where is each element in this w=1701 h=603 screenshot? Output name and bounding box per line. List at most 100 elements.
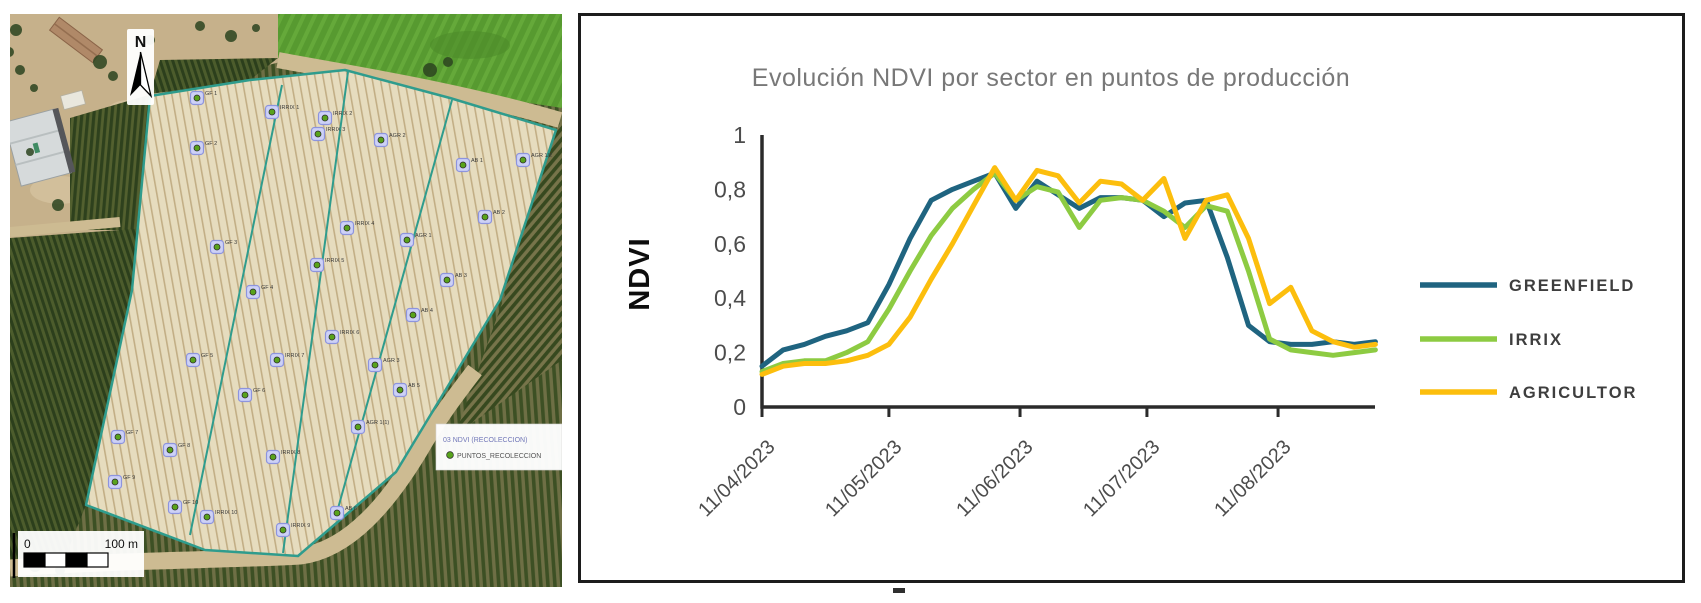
map-marker-label: AB 3: [455, 273, 467, 279]
map-marker: GF 6: [237, 387, 265, 403]
map-marker: GF 4: [245, 284, 273, 300]
building-white-shed: [3, 107, 76, 187]
y-tick-label: 1: [733, 122, 746, 148]
orchard-lower-left: [10, 228, 146, 560]
map-marker: IRRIX 3: [310, 126, 345, 142]
map-marker-label: AB 4: [421, 308, 433, 314]
map-marker-label: IRRIX 9: [291, 523, 310, 529]
map-marker-label: IRRIX 10: [215, 510, 237, 516]
map-marker-label: IRRIX 8: [281, 450, 300, 456]
y-tick-label: 0,2: [714, 340, 746, 366]
collection-points-layer: GF 1 GF 2 GF 3 GF 4 GF 5 GF 6 GF 7 GF 8 GF 9 GF 1…: [107, 90, 552, 538]
y-tick-label: 0,6: [714, 231, 746, 257]
map-marker: IRRIX 7: [269, 352, 304, 368]
x-tick-label: 11/05/2023: [821, 436, 906, 521]
map-marker-label: IRRIX 7: [285, 353, 304, 359]
map-marker-label: AGR 1: [415, 233, 432, 239]
y-tick-label: 0,8: [714, 176, 746, 202]
map-marker: GF 10: [167, 499, 198, 515]
map-marker: GF 9: [107, 474, 135, 490]
legend-item-agricultor: AGRICULTOR: [1420, 384, 1637, 402]
legend-item-irrix: IRRIX: [1420, 331, 1563, 349]
map-marker: AB 3: [439, 272, 467, 288]
y-axis-title: NDVI: [624, 237, 656, 310]
map-marker: GF 3: [209, 239, 237, 255]
orchard-upper-left: [70, 94, 152, 230]
clipped-axis-title-mark: [893, 588, 905, 593]
map-marker-label: IRRIX 6: [340, 330, 359, 336]
map-marker: AB 4: [405, 307, 433, 323]
legend-series-label: AGRICULTOR: [1509, 384, 1637, 402]
map-marker: AGR 1/2: [515, 152, 552, 168]
map-legend-layer-label: 03 NDVI (RECOLECCION): [443, 437, 527, 444]
map-marker: IRRIX 2: [317, 110, 352, 126]
map-marker: AB 1: [455, 157, 483, 173]
map-legend-points-label: PUNTOS_RECOLECCION: [457, 453, 541, 460]
map-marker-label: GF 3: [225, 240, 237, 246]
map-marker: AB 2: [477, 209, 505, 225]
scale-bar: 0 100 m: [12, 531, 144, 578]
legend-item-greenfield: GREENFIELD: [1420, 277, 1635, 295]
north-arrow-label: N: [135, 34, 147, 51]
map-marker: GF 2: [189, 140, 217, 156]
map-marker: AGR 1(1): [350, 419, 389, 435]
map-marker-label: GF 10: [183, 500, 198, 506]
map-marker-label: AGR 2: [389, 133, 406, 139]
grass-patch: [430, 31, 510, 59]
map-marker-label: GF 8: [178, 443, 190, 449]
map-marker-label: AGR 3: [383, 358, 400, 364]
map-marker-label: GF 6: [253, 388, 265, 394]
map-marker-label: GF 2: [205, 141, 217, 147]
orchard-top-strip: [150, 58, 278, 94]
road-left: [9, 217, 121, 237]
y-axis-tick-labels: 1 0,8 0,6 0,4 0,2 0: [714, 122, 746, 420]
map-marker: IRRIX 1: [264, 104, 299, 120]
map-marker-label: AGR 1/2: [531, 153, 552, 159]
aerial-map: GF 1 GF 2 GF 3 GF 4 GF 5 GF 6 GF 7 GF 8 GF 9 GF 1…: [3, 14, 563, 587]
series-line-greenfield: [759, 170, 1378, 369]
map-marker: GF 8: [162, 442, 190, 458]
map-marker: AGR 3: [367, 357, 400, 373]
map-marker-label: GF 9: [123, 475, 135, 481]
north-arrow: N: [127, 29, 154, 105]
y-tick-label: 0,4: [714, 285, 746, 311]
map-marker: IRRIX 10: [199, 509, 237, 525]
legend-series-label: GREENFIELD: [1509, 277, 1635, 295]
map-marker-label: AB 6: [345, 506, 357, 512]
chart-legend: GREENFIELD IRRIX AGRICULTOR: [1420, 277, 1637, 402]
map-marker: IRRIX 4: [339, 220, 374, 236]
map-marker: AB 5: [392, 382, 420, 398]
map-marker: GF 7: [110, 429, 138, 445]
map-marker: IRRIX 5: [309, 257, 344, 273]
map-marker-label: GF 1: [205, 91, 217, 97]
ndvi-chart-svg: Evolución NDVI por sector en puntos de p…: [624, 64, 1637, 521]
x-tick-label: 11/08/2023: [1210, 436, 1295, 521]
map-marker: IRRIX 6: [324, 329, 359, 345]
ndvi-chart: Evolución NDVI por sector en puntos de p…: [578, 13, 1685, 583]
building-small: [60, 89, 86, 111]
map-marker: IRRIX 9: [275, 522, 310, 538]
chart-title: Evolución NDVI por sector en puntos de p…: [752, 64, 1350, 92]
map-marker-label: IRRIX 4: [355, 221, 374, 227]
map-marker: IRRIX 8: [265, 449, 300, 465]
road-top: [276, 52, 563, 128]
series-line-agricultor: [759, 165, 1378, 377]
series-line-irrix: [759, 170, 1378, 375]
map-marker: GF 1: [189, 90, 217, 106]
x-axis-tick-labels: 11/04/2023 11/05/2023 11/06/2023 11/07/2023…: [694, 407, 1296, 521]
map-marker-label: AB 2: [493, 210, 505, 216]
map-marker-label: GF 7: [126, 430, 138, 436]
map-marker-label: AGR 1(1): [366, 420, 389, 426]
map-marker-label: IRRIX 2: [333, 111, 352, 117]
legend-series-label: IRRIX: [1509, 331, 1563, 349]
map-marker-label: AB 1: [471, 158, 483, 164]
map-marker-label: GF 5: [201, 353, 213, 359]
scale-end-label: 100 m: [105, 537, 138, 551]
field-boundary: [84, 68, 558, 558]
map-marker: GF 5: [185, 352, 213, 368]
data-series-lines: [759, 165, 1378, 377]
map-marker: AGR 2: [373, 132, 406, 148]
map-marker-label: GF 4: [261, 285, 273, 291]
aerial-map-svg: GF 1 GF 2 GF 3 GF 4 GF 5 GF 6 GF 7 GF 8 GF 9 GF 1…: [3, 14, 563, 587]
